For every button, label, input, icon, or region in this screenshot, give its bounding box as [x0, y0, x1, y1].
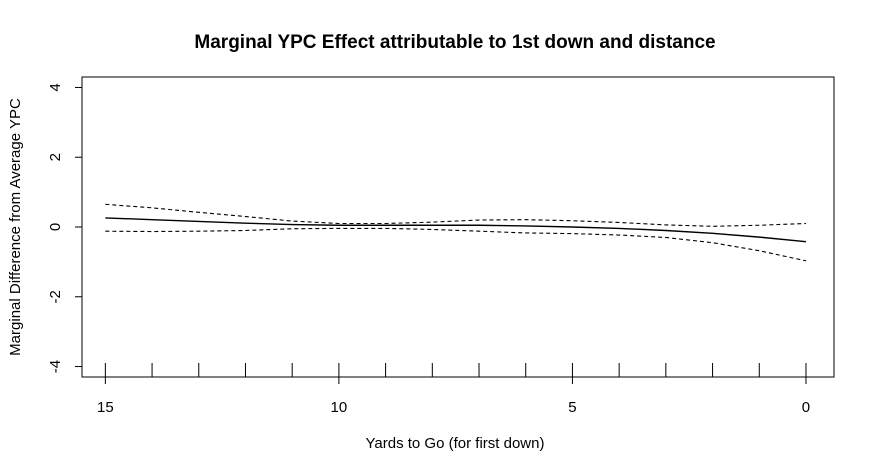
y-tick-label-4: 4 — [47, 83, 64, 91]
x-tick-label-3: 0 — [802, 399, 810, 416]
fit-line — [105, 217, 807, 243]
y-axis: -4 -2 0 2 4 — [47, 83, 83, 373]
plot-frame — [81, 76, 835, 378]
y-tick-label-2: 0 — [47, 223, 64, 231]
y-tick-label-0: -4 — [47, 360, 64, 373]
x-tick-label-1: 10 — [331, 399, 348, 416]
series-group — [105, 203, 807, 262]
rug-ticks — [104, 363, 807, 377]
lower-band-line — [105, 227, 807, 262]
x-tick-label-2: 5 — [568, 399, 576, 416]
chart-title: Marginal YPC Effect attributable to 1st … — [194, 32, 715, 53]
upper-band-line — [105, 203, 807, 227]
x-tick-label-0: 15 — [97, 399, 114, 416]
y-tick-label-1: -2 — [47, 290, 64, 303]
y-tick-label-3: 2 — [47, 153, 64, 161]
y-axis-label: Marginal Difference from Average YPC — [7, 98, 24, 356]
x-axis: 15 10 5 0 — [97, 377, 810, 416]
x-axis-label: Yards to Go (for first down) — [366, 435, 545, 452]
